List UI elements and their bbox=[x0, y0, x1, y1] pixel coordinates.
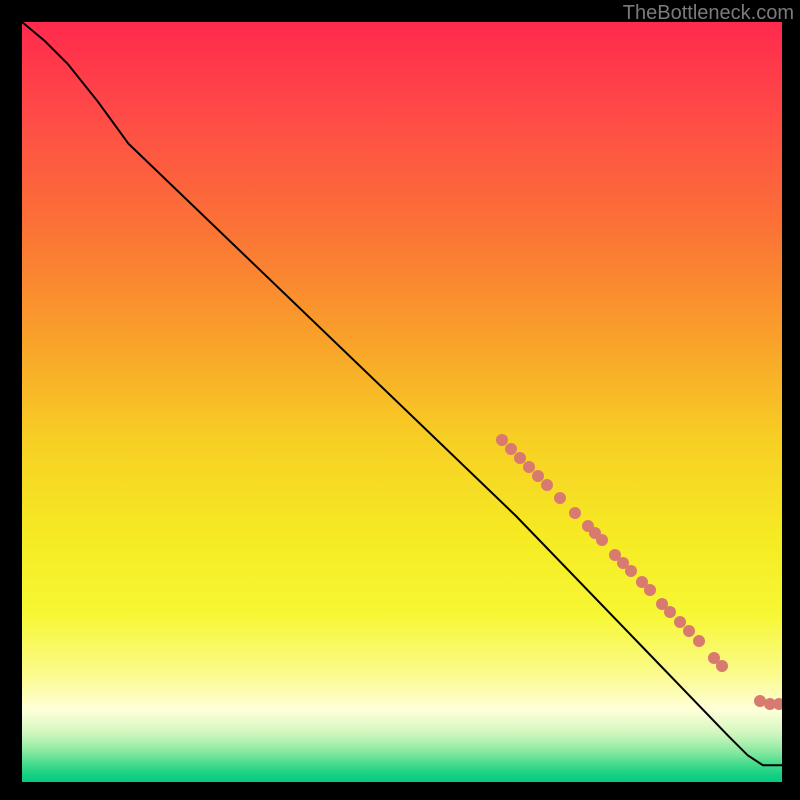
data-marker bbox=[505, 443, 517, 455]
data-marker bbox=[625, 565, 637, 577]
chart-svg bbox=[22, 22, 782, 782]
data-marker bbox=[554, 492, 566, 504]
data-marker bbox=[716, 660, 728, 672]
watermark-text: TheBottleneck.com bbox=[623, 2, 794, 25]
data-marker bbox=[674, 616, 686, 628]
data-marker bbox=[569, 507, 581, 519]
data-marker bbox=[644, 584, 656, 596]
data-marker bbox=[596, 534, 608, 546]
data-marker bbox=[523, 461, 535, 473]
plot-area bbox=[22, 22, 782, 782]
chart-root: TheBottleneck.com bbox=[0, 0, 800, 800]
data-marker bbox=[683, 625, 695, 637]
data-marker bbox=[664, 606, 676, 618]
data-marker bbox=[693, 635, 705, 647]
data-marker bbox=[514, 452, 526, 464]
data-marker bbox=[532, 470, 544, 482]
data-marker bbox=[496, 434, 508, 446]
data-marker bbox=[541, 479, 553, 491]
gradient-background bbox=[22, 22, 782, 782]
